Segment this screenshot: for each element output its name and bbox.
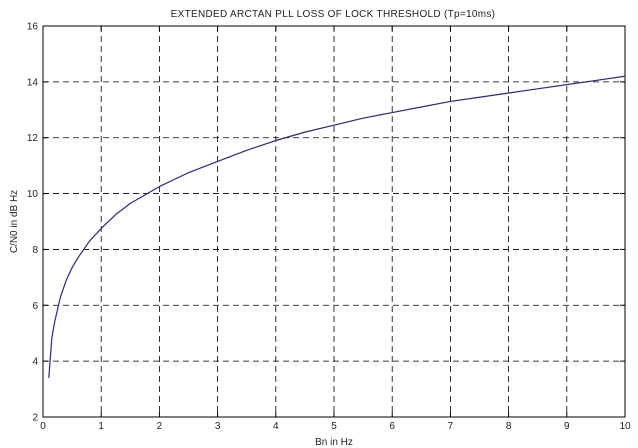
x-tick-label: 2 <box>157 421 163 432</box>
x-axis-label: Bn in Hz <box>315 437 353 448</box>
y-tick-label: 2 <box>32 413 38 424</box>
y-tick-label: 6 <box>32 301 38 312</box>
y-tick-label: 14 <box>27 77 39 88</box>
x-tick-label: 0 <box>40 421 46 432</box>
x-tick-label: 3 <box>215 421 221 432</box>
y-tick-label: 8 <box>32 245 38 256</box>
x-tick-label: 4 <box>273 421 279 432</box>
y-tick-label: 12 <box>27 133 39 144</box>
x-tick-label: 8 <box>506 421 512 432</box>
y-tick-label: 4 <box>32 357 38 368</box>
x-tick-label: 5 <box>331 421 337 432</box>
y-axis-label: C/N0 in dB Hz <box>9 190 20 253</box>
y-tick-label: 10 <box>27 189 39 200</box>
series-layer <box>48 75 626 378</box>
x-tick-label: 10 <box>619 421 631 432</box>
y-tick-label: 16 <box>27 22 39 33</box>
grid-layer <box>43 26 625 417</box>
x-tick-label: 7 <box>448 421 454 432</box>
x-tick-label: 1 <box>98 421 104 432</box>
x-tick-label: 6 <box>389 421 395 432</box>
x-tick-label: 9 <box>564 421 570 432</box>
series-line <box>48 75 626 378</box>
chart-title: EXTENDED ARCTAN PLL LOSS OF LOCK THRESHO… <box>171 9 496 20</box>
